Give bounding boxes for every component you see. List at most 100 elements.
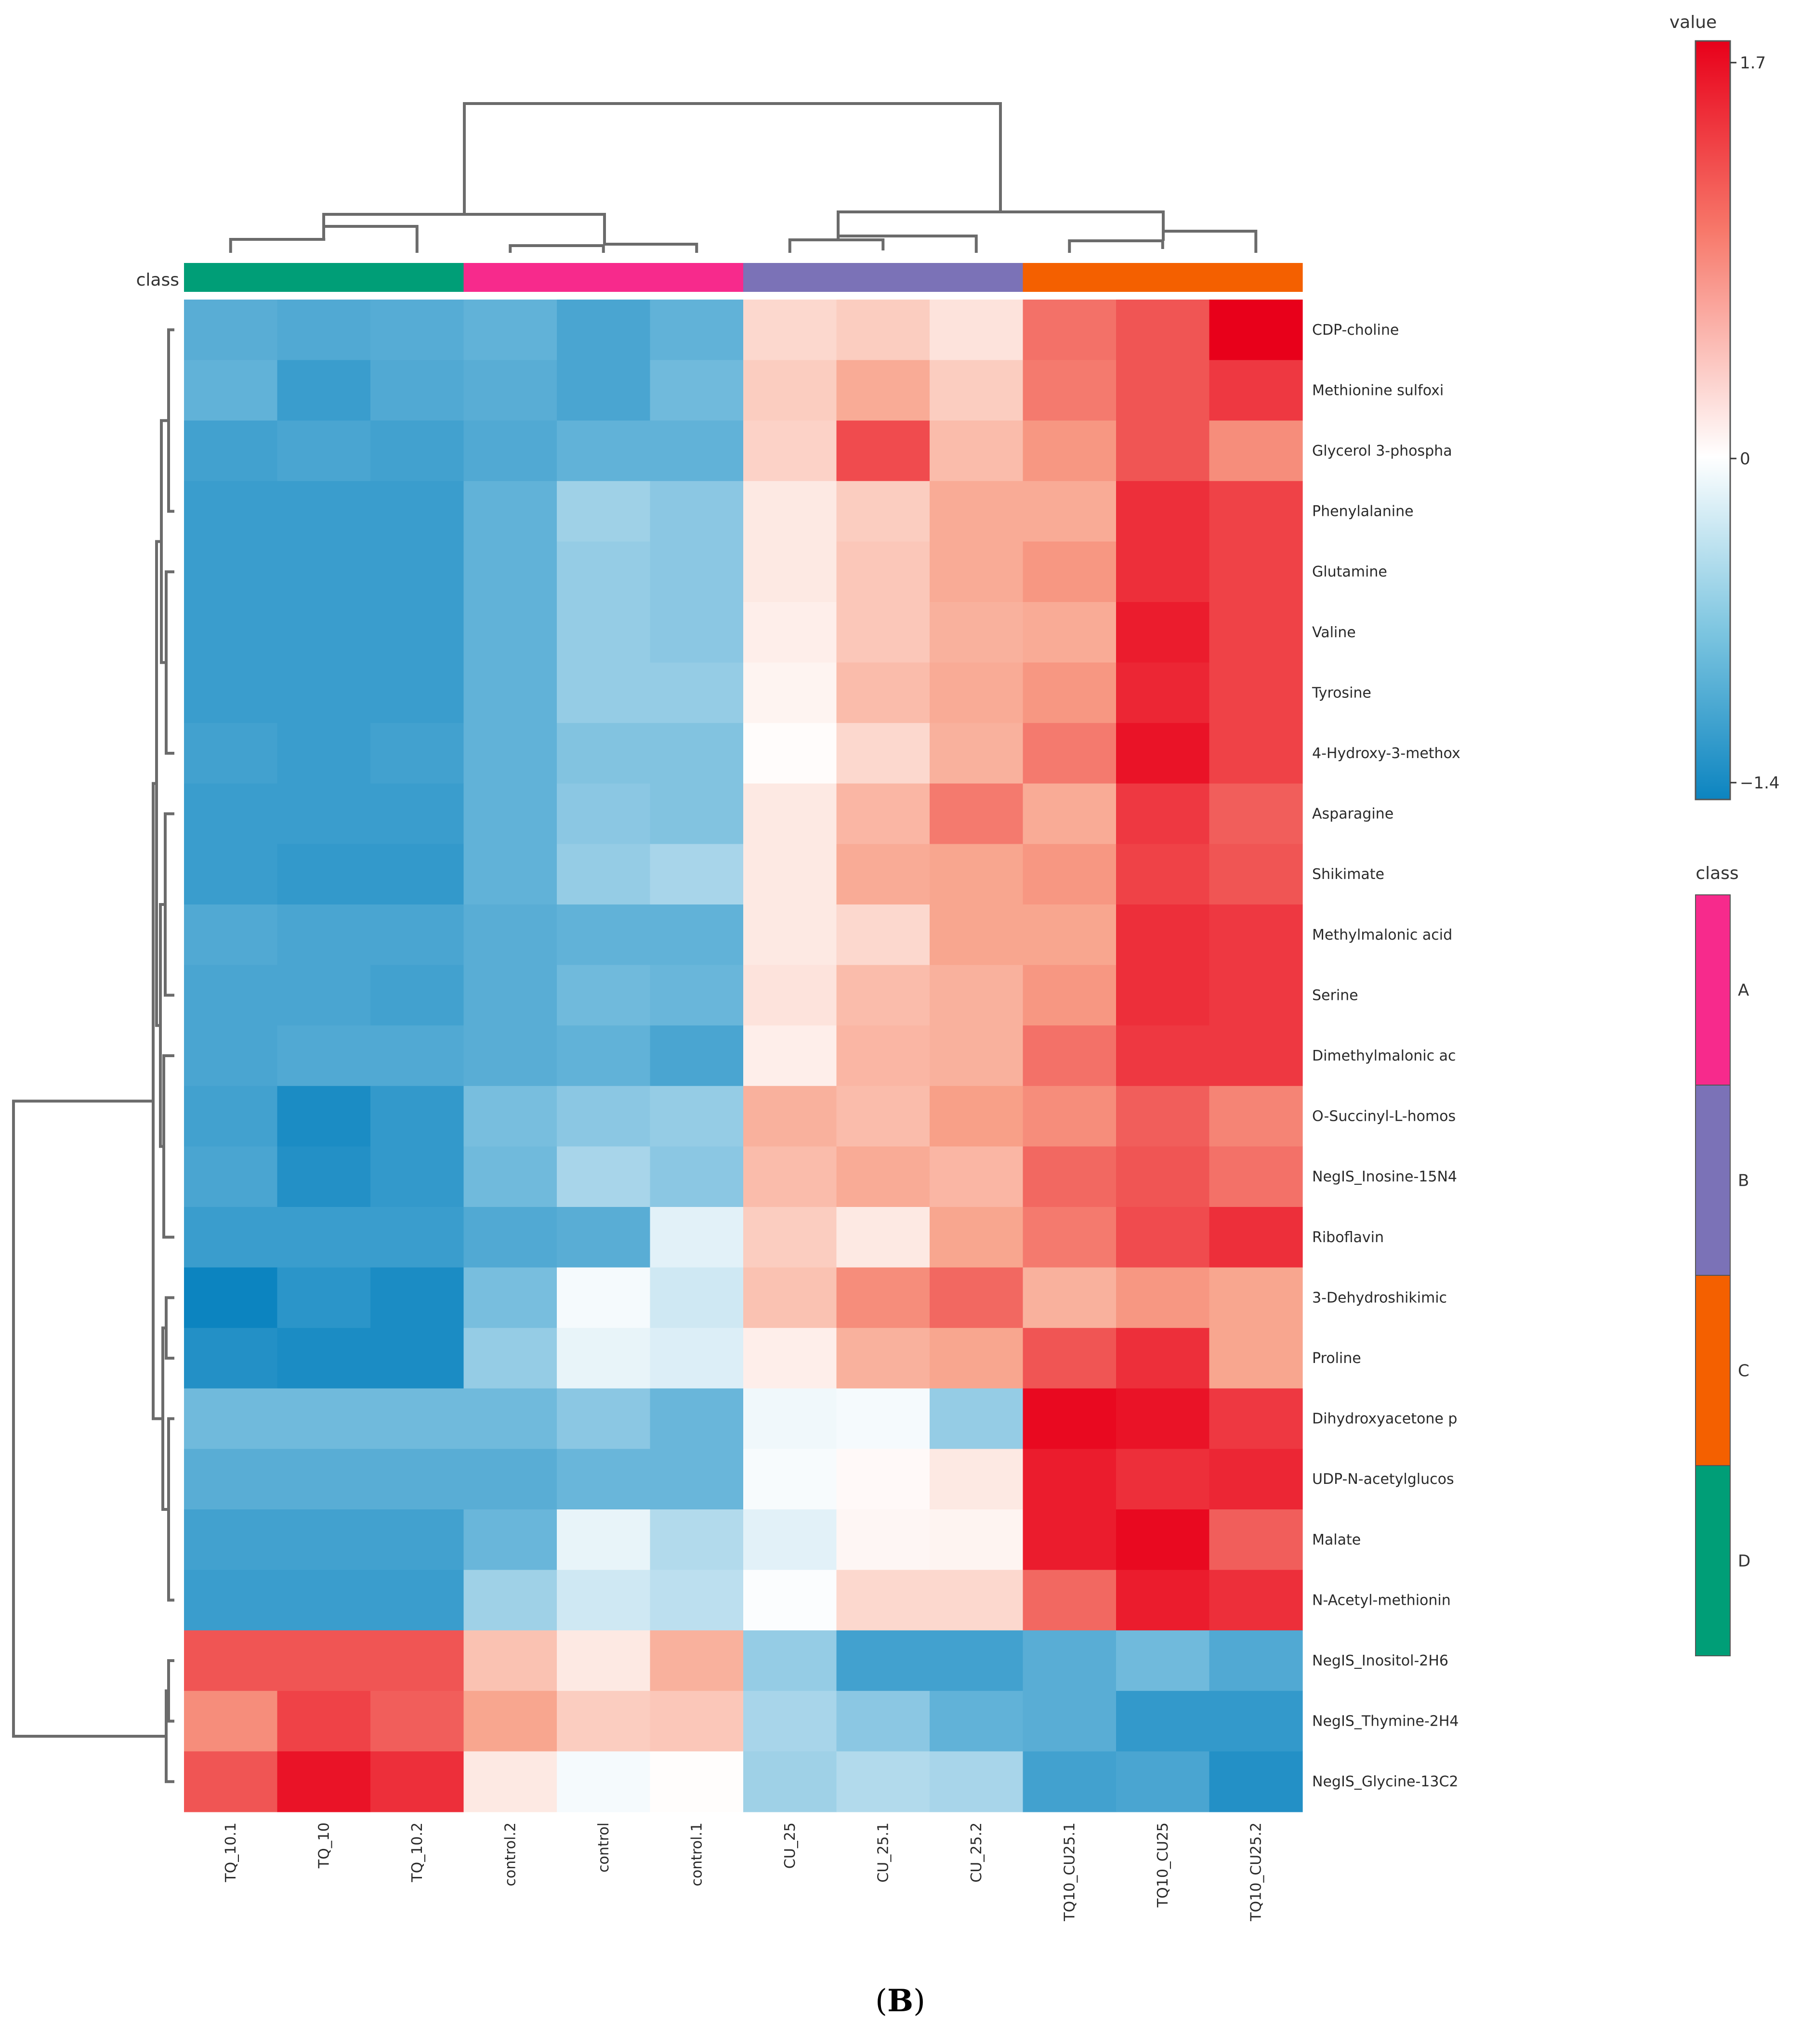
heatmap-cell: [1209, 1449, 1303, 1510]
heatmap-cell: [463, 1025, 557, 1087]
row-label: NegIS_Inosine-15N4: [1312, 1168, 1457, 1185]
dendrogram-link: [165, 1689, 174, 1783]
heatmap-cell: [650, 783, 744, 844]
dendrogram-link: [165, 570, 174, 755]
dendrogram-link: [1068, 239, 1164, 253]
row-label: Dihydroxyacetone p: [1312, 1411, 1457, 1428]
dendrogram-link: [603, 243, 698, 253]
column-label: CU_25: [782, 1822, 799, 1869]
heatmap-cell: [370, 783, 464, 844]
heatmap-cell: [836, 965, 930, 1026]
dendrogram-link: [164, 812, 174, 997]
heatmap-cell: [930, 1146, 1024, 1207]
heatmap-cell: [557, 1570, 651, 1631]
heatmap-cell: [1023, 965, 1117, 1026]
heatmap-cell: [557, 1267, 651, 1328]
class-bar-segment: [370, 263, 464, 292]
class-bar-segment: [743, 263, 837, 292]
heatmap-cell: [650, 904, 744, 966]
heatmap-cell: [557, 1751, 651, 1812]
heatmap-cell: [557, 1328, 651, 1389]
class-legend-label: C: [1738, 1362, 1749, 1381]
heatmap-cell: [184, 965, 278, 1026]
class-legend-swatch: [1695, 1275, 1731, 1466]
heatmap-cell: [1023, 904, 1117, 966]
heatmap-cell: [184, 844, 278, 905]
heatmap-cell: [1023, 300, 1117, 361]
caption-close: ): [913, 1983, 925, 2019]
heatmap-cell: [370, 1267, 464, 1328]
row-label: Shikimate: [1312, 866, 1384, 883]
dendrogram-link: [322, 213, 606, 244]
heatmap-cell: [463, 1509, 557, 1571]
caption-open: (: [875, 1983, 887, 2019]
heatmap-cell: [463, 420, 557, 482]
column-labels: TQ_10.1 TQ_10 TQ_10.2 control.2 control contr…: [223, 1822, 1265, 1922]
heatmap-cell: [650, 662, 744, 723]
row-label: CDP-choline: [1312, 322, 1399, 339]
heatmap-cell: [1023, 1025, 1117, 1087]
heatmap-cell: [1209, 1509, 1303, 1571]
heatmap-cell: [930, 1690, 1024, 1752]
heatmap-cell: [1023, 1751, 1117, 1812]
class-bar-segment: [1023, 263, 1117, 292]
heatmap-cell: [1209, 300, 1303, 361]
dendrogram-link: [1162, 230, 1258, 253]
heatmap-cell: [836, 360, 930, 421]
heatmap-cell: [836, 602, 930, 663]
heatmap-cell: [557, 1690, 651, 1752]
heatmap-cell: [1116, 1690, 1210, 1752]
heatmap-cell: [370, 904, 464, 966]
heatmap-cell: [370, 1086, 464, 1147]
heatmap-cell: [463, 723, 557, 784]
heatmap-cell: [743, 1690, 837, 1752]
heatmap-cell: [557, 1086, 651, 1147]
heatmap-cell: [277, 300, 371, 361]
heatmap-cell: [836, 1207, 930, 1268]
heatmap-cell: [184, 1509, 278, 1571]
heatmap-cell: [1209, 1388, 1303, 1449]
heatmap-cell: [277, 1025, 371, 1087]
heatmap-cell: [277, 1328, 371, 1389]
row-label: Glutamine: [1312, 563, 1387, 580]
heatmap-cell: [1023, 1086, 1117, 1147]
row-label: 3-Dehydroshikimic: [1312, 1289, 1447, 1306]
column-label: control: [595, 1822, 612, 1873]
heatmap-cell: [930, 481, 1024, 542]
heatmap-cell: [557, 662, 651, 723]
heatmap-cell: [184, 420, 278, 482]
heatmap-cell: [184, 1690, 278, 1752]
heatmap-cell: [1209, 904, 1303, 966]
dendrogram-link: [837, 235, 978, 253]
heatmap-cell: [650, 481, 744, 542]
row-label: O-Succinyl-L-homos: [1312, 1108, 1456, 1125]
heatmap-cell: [743, 1509, 837, 1571]
heatmap-cell: [1209, 965, 1303, 1026]
heatmap-cell: [1116, 1509, 1210, 1571]
heatmap-cell: [1023, 1630, 1117, 1691]
heatmap-cell: [1116, 1751, 1210, 1812]
heatmap-cell: [463, 541, 557, 603]
heatmap-cell: [743, 904, 837, 966]
heatmap-cell: [277, 1630, 371, 1691]
heatmap-cell: [277, 1207, 371, 1268]
heatmap-cell: [650, 1146, 744, 1207]
heatmap-cell: [463, 1267, 557, 1328]
heatmap-cell: [557, 300, 651, 361]
heatmap-cell: [836, 1751, 930, 1812]
heatmap-cell: [370, 1328, 464, 1389]
heatmap-cell: [277, 783, 371, 844]
heatmap-cell: [1209, 783, 1303, 844]
heatmap-cell: [1023, 1207, 1117, 1268]
heatmap-cell: [184, 904, 278, 966]
heatmap-cell: [463, 1086, 557, 1147]
heatmap-cell: [743, 360, 837, 421]
heatmap-cell: [184, 1146, 278, 1207]
heatmap-cell: [743, 1630, 837, 1691]
row-label: N-Acetyl-methionin: [1312, 1592, 1451, 1609]
heatmap-cell: [1116, 541, 1210, 603]
heatmap-cell: [1116, 1267, 1210, 1328]
heatmap-cell: [370, 1207, 464, 1268]
heatmap-cell: [370, 1146, 464, 1207]
heatmap-cell: [650, 541, 744, 603]
